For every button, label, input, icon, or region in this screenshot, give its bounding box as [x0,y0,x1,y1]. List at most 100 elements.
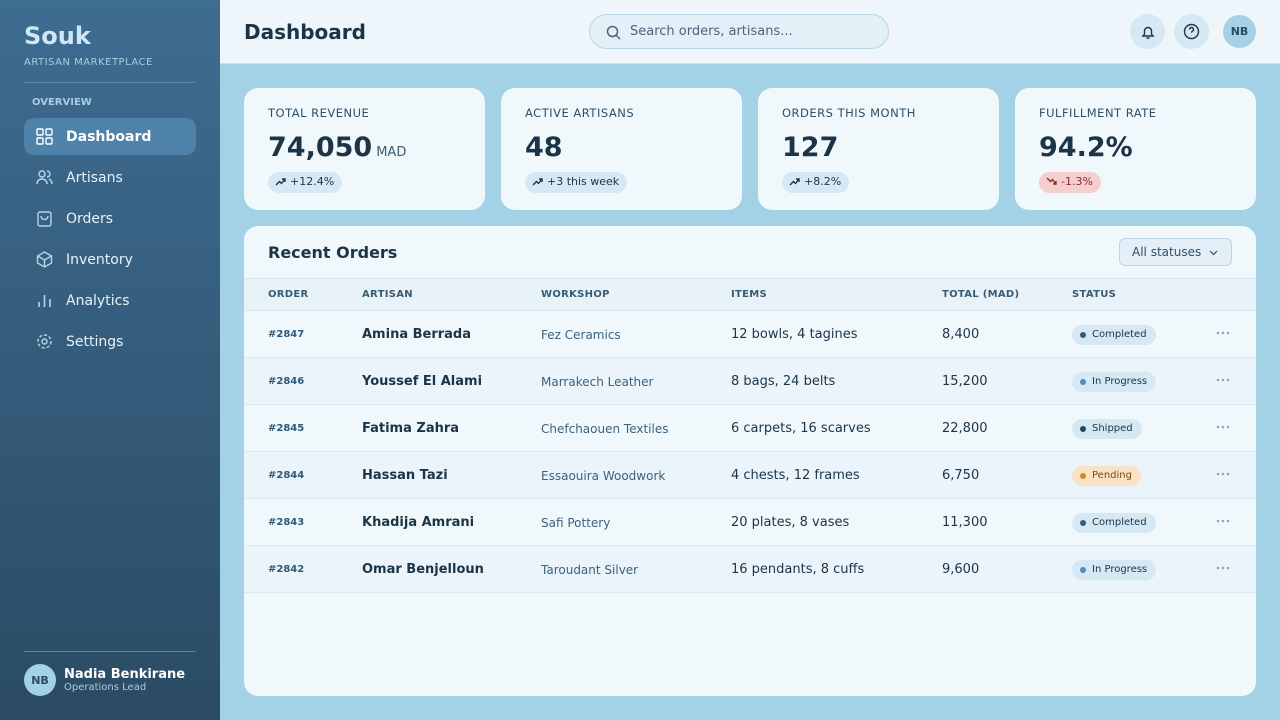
main: Dashboard Search orders, artisans... NB … [220,0,1280,720]
row-menu[interactable] [1216,370,1230,386]
stat-change-text: +12.4% [290,175,335,188]
cell-workshop: Safi Pottery [541,516,611,530]
row-menu[interactable] [1216,417,1230,433]
status-text: In Progress [1092,564,1148,575]
cell-order: #2842 [268,564,305,575]
stat-number: 74,050 [268,132,373,163]
stat-change: +8.2% [782,172,850,193]
row-menu[interactable] [1216,511,1230,527]
cell-workshop: Fez Ceramics [541,328,621,342]
cell-items: 12 bowls, 4 tagines [731,327,858,342]
cell-total: 8,400 [942,327,980,342]
more-icon [1216,331,1230,335]
status-text: Shipped [1092,423,1133,434]
cell-total: 9,600 [942,562,980,577]
cell-items: 6 carpets, 16 scarves [731,421,871,436]
nav-item[interactable]: Inventory [24,241,196,278]
row-menu[interactable] [1216,323,1230,339]
nav-label: Settings [66,333,124,350]
stat-change: +3 this week [525,172,628,193]
help-button[interactable] [1174,14,1209,49]
stat-label: ACTIVE ARTISANS [525,106,635,120]
stat-card: ACTIVE ARTISANS 48 +3 this week [501,88,742,210]
column-header: WORKSHOP [541,289,610,300]
cell-artisan: Hassan Tazi [362,468,448,483]
cell-artisan: Youssef El Alami [362,374,483,389]
search-box[interactable]: Search orders, artisans... [589,14,889,49]
panel-title: Recent Orders [268,243,398,262]
order-row[interactable]: #2845 Fatima Zahra Chefchaouen Textiles 6 c… [244,405,1256,452]
row-menu[interactable] [1216,558,1230,574]
status-dot [1080,520,1086,526]
nav-item[interactable]: Orders [24,200,196,237]
filter-label: All statuses [1132,245,1202,259]
status-filter[interactable]: All statuses [1119,238,1232,266]
section-label: OVERVIEW [32,97,92,108]
stat-change: -1.3% [1039,172,1101,193]
status-text: Completed [1092,517,1147,528]
user-role: Operations Lead [64,682,147,693]
stat-unit: MAD [376,145,407,160]
order-row[interactable]: #2843 Khadija Amrani Safi Pottery 20 plates… [244,499,1256,546]
cell-total: 15,200 [942,374,988,389]
more-icon [1216,566,1230,570]
stat-change-text: +3 this week [547,175,620,188]
cell-items: 20 plates, 8 vases [731,515,850,530]
row-menu[interactable] [1216,464,1230,480]
cell-artisan: Amina Berrada [362,327,472,342]
stat-label: FULFILLMENT RATE [1039,106,1157,120]
cell-order: #2843 [268,517,305,528]
nav-label: Artisans [66,169,123,186]
cell-total: 11,300 [942,515,988,530]
status-badge: Completed [1072,513,1156,533]
user-avatar[interactable]: NB [24,664,56,696]
status-badge: Pending [1072,466,1141,486]
search-placeholder: Search orders, artisans... [630,24,793,39]
nav-item[interactable]: Analytics [24,282,196,319]
stat-card: FULFILLMENT RATE 94.2% -1.3% [1015,88,1256,210]
stat-card: TOTAL REVENUE 74,050 MAD +12.4% [244,88,485,210]
header: Dashboard Search orders, artisans... NB [220,0,1280,64]
status-dot [1080,567,1086,573]
stat-value: 127 [782,132,839,163]
divider [24,651,196,652]
cell-artisan: Omar Benjelloun [362,562,484,577]
stat-change: +12.4% [268,172,343,193]
column-header: ARTISAN [362,289,413,300]
cell-total: 6,750 [942,468,980,483]
stat-value: 74,050 MAD [268,132,406,163]
status-badge: Completed [1072,325,1156,345]
status-badge: In Progress [1072,372,1157,392]
notifications-button[interactable] [1130,14,1165,49]
order-row[interactable]: #2847 Amina Berrada Fez Ceramics 12 bowls, … [244,311,1256,358]
tagline: ARTISAN MARKETPLACE [24,57,153,68]
nav-item[interactable]: Dashboard [24,118,196,155]
order-row[interactable]: #2846 Youssef El Alami Marrakech Leather 8 … [244,358,1256,405]
status-badge: In Progress [1072,560,1157,580]
order-row[interactable]: #2844 Hassan Tazi Essaouira Woodwork 4 ches… [244,452,1256,499]
cell-order: #2846 [268,376,305,387]
stat-label: ORDERS THIS MONTH [782,106,916,120]
cell-order: #2847 [268,329,305,340]
nav-item[interactable]: Settings [24,323,196,360]
cell-workshop: Essaouira Woodwork [541,469,666,483]
status-dot [1080,473,1086,479]
stat-change-text: -1.3% [1061,175,1093,188]
orders-panel: Recent Orders All statuses ORDER ARTISAN W… [244,226,1256,696]
nav-label: Orders [66,210,114,227]
cell-workshop: Chefchaouen Textiles [541,422,669,436]
order-row[interactable]: #2842 Omar Benjelloun Taroudant Silver 16 p… [244,546,1256,593]
status-dot [1080,332,1086,338]
stat-change-text: +8.2% [804,175,842,188]
cell-workshop: Marrakech Leather [541,375,654,389]
header-avatar[interactable]: NB [1223,15,1256,48]
stat-value: 48 [525,132,563,163]
brand: Souk [24,22,91,50]
cell-items: 16 pendants, 8 cuffs [731,562,865,577]
nav-item[interactable]: Artisans [24,159,196,196]
nav-label: Inventory [66,251,133,268]
cell-items: 4 chests, 12 frames [731,468,860,483]
status-badge: Shipped [1072,419,1142,439]
cell-artisan: Fatima Zahra [362,421,460,436]
